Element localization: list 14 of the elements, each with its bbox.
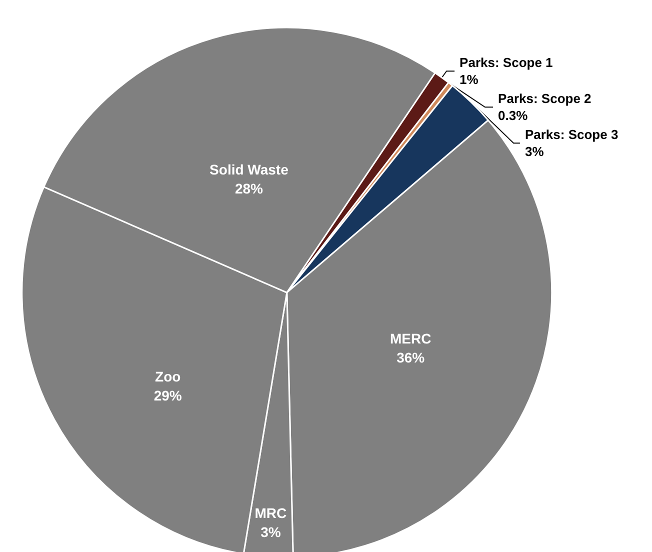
data-label: 1% [460,72,479,88]
slice-label: Parks: Scope 3 [524,127,618,142]
slice-label: MERC [390,330,432,346]
data-label: 28% [234,180,264,197]
data-label: 36% [396,349,426,366]
slice-label: Parks: Scope 1 [460,55,553,70]
data-label: 0.3% [498,108,528,124]
data-label: 29% [154,387,182,404]
slice-label: Parks: Scope 2 [498,91,592,106]
slice-label: Solid Waste [210,162,289,178]
slice-label: MRC [254,504,287,521]
data-label: 3% [524,144,544,160]
slice-label: Zoo [155,368,181,384]
data-label: 3% [260,524,282,540]
